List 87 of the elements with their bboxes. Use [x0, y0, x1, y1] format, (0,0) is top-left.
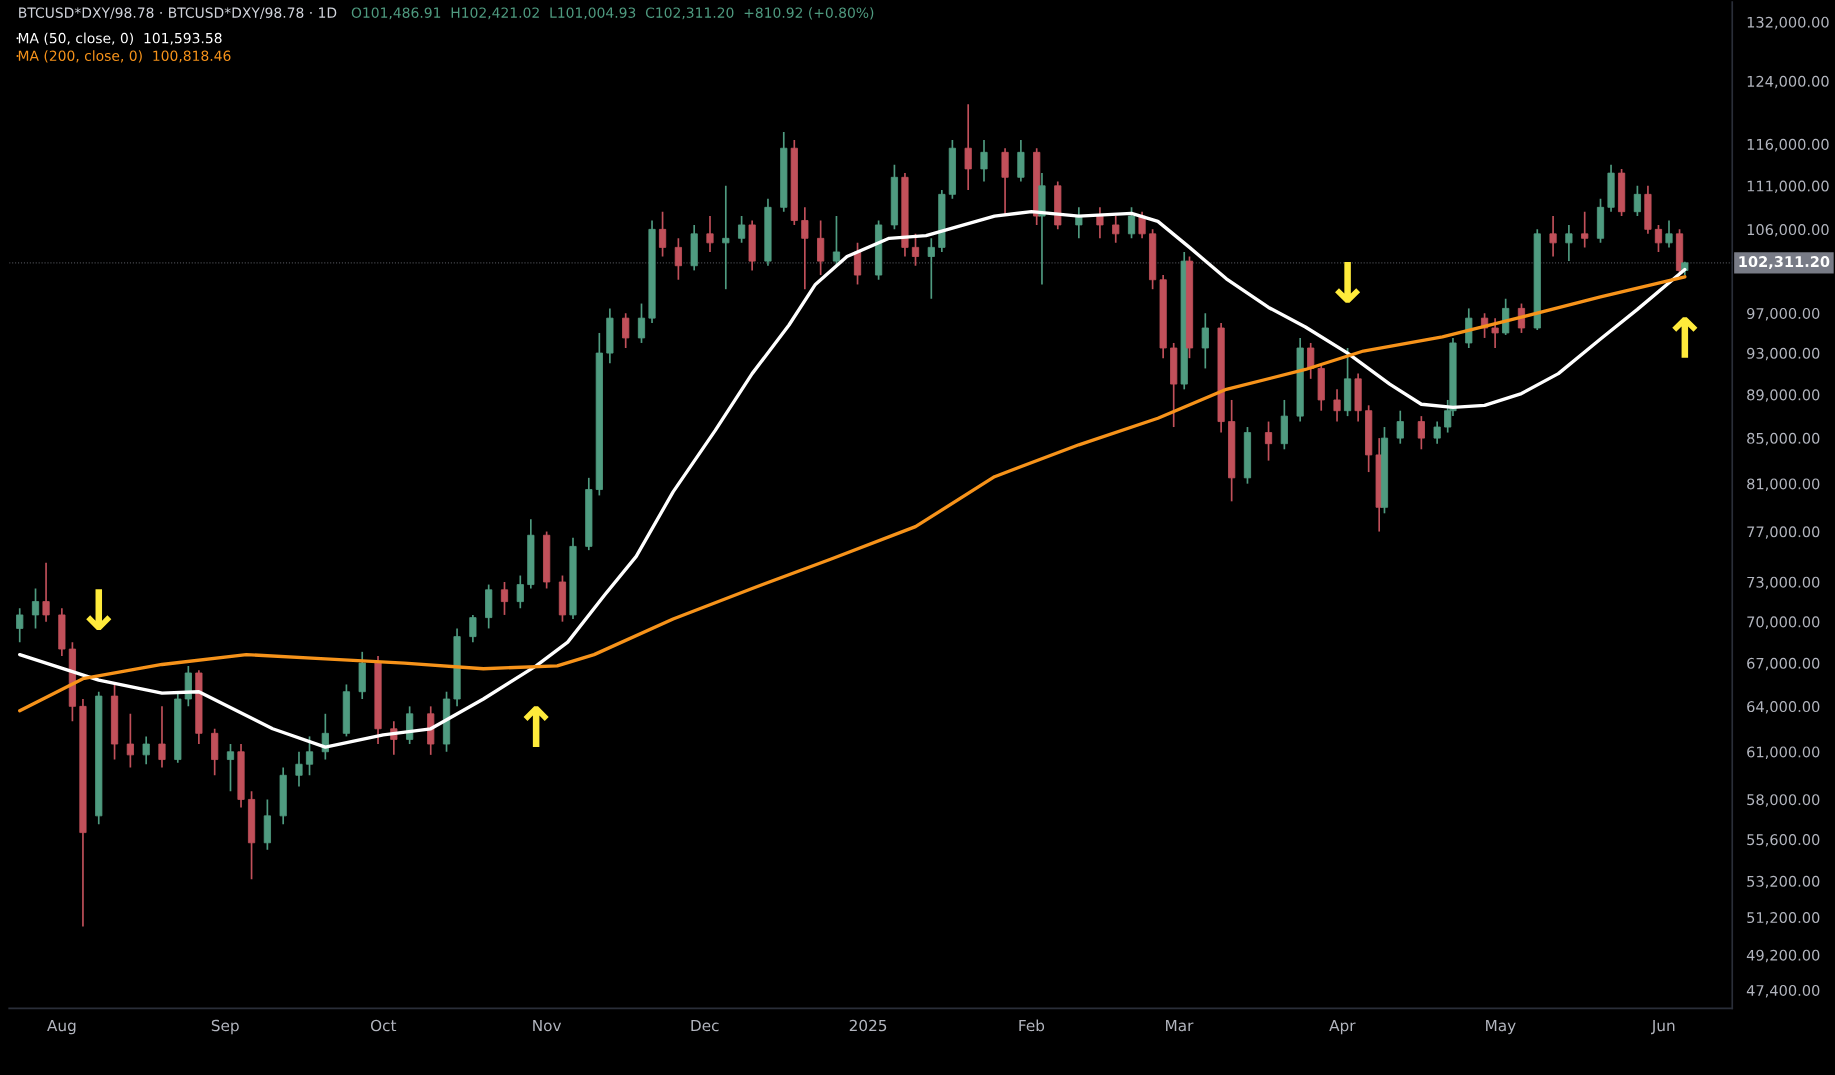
x-tick-label: Feb [1019, 1019, 1045, 1032]
x-tick-label: Oct [370, 1019, 397, 1032]
x-tick-label: Mar [1166, 1019, 1194, 1032]
candlestick [738, 215, 746, 244]
candlestick [295, 750, 303, 788]
legend-label: MA (200, close, 0) 100,818.46 [18, 50, 231, 63]
candlestick [158, 705, 166, 769]
candlestick [1127, 206, 1136, 240]
x-tick-label: Apr [1329, 1019, 1356, 1035]
candlestick [226, 743, 235, 793]
y-tick-label: 81,000.00 [1747, 478, 1820, 491]
candlestick [980, 139, 988, 183]
y-tick-label: 132,000.00 [1747, 16, 1829, 30]
y-tick-label: 55,600.00 [1747, 834, 1820, 847]
candlestick [516, 574, 524, 610]
candlestick [31, 587, 40, 630]
candlestick [927, 237, 935, 300]
candlestick [1396, 409, 1404, 445]
y-tick-label: 61,000.00 [1747, 746, 1820, 759]
y-tick-label: 64,000.00 [1747, 701, 1820, 714]
annotation: ↓ [1335, 262, 1361, 303]
candlestick [500, 581, 509, 616]
candlestick [964, 103, 972, 191]
y-tick-label: 93,000.00 [1747, 347, 1820, 361]
chart-subtitle: O101,486.91 H102,421.02 L101,004.93 C102,311.20 +810.92 (+0.80%) [351, 7, 874, 20]
y-tick-label: 89,000.00 [1747, 389, 1820, 402]
candlestick [1201, 312, 1209, 370]
candlestick [1096, 206, 1104, 240]
legend-label: MA (50, close, 0) 101,593.58 [18, 32, 222, 45]
x-tick-label: Aug [47, 1019, 76, 1035]
candlestick [722, 184, 730, 291]
candlestick [1654, 224, 1663, 253]
x-tick-label: Dec [691, 1019, 719, 1032]
candlestick [469, 614, 477, 643]
candlestick [706, 215, 714, 253]
y-tick-label: 51,200.00 [1747, 912, 1820, 925]
y-tick-label: 58,000.00 [1747, 794, 1820, 807]
x-tick-label: May [1486, 1019, 1516, 1035]
y-tick-label: 106,000.00 [1747, 224, 1829, 237]
x-tick-label: Nov [533, 1019, 562, 1032]
y-tick-label: 67,000.00 [1747, 657, 1820, 671]
candlestick [817, 219, 825, 276]
y-tick-label: 70,000.00 [1747, 616, 1820, 629]
y-tick-label: 73,000.00 [1747, 576, 1820, 590]
candlestick [622, 312, 630, 349]
candlestick [1665, 219, 1673, 249]
candlestick [1565, 224, 1573, 262]
x-tick-label: Jun [1651, 1019, 1675, 1035]
chart-title: BTCUSD*DXY/98.78 · BTCUSD*DXY/98.78 · 1D [19, 7, 337, 20]
candlestick [42, 561, 50, 623]
candlestick [305, 735, 314, 777]
candlestick [1112, 215, 1120, 244]
candlestick [658, 210, 667, 258]
ref-line-label: 102,311.20 [1739, 256, 1830, 269]
candlestick [142, 735, 150, 766]
x-tick-label: Sep [211, 1019, 239, 1035]
y-tick-label: 116,000.00 [1747, 138, 1829, 152]
candlestick [832, 215, 841, 267]
candlestick [1491, 317, 1499, 349]
candlestick [1633, 184, 1641, 217]
y-tick-label: 49,200.00 [1746, 949, 1820, 963]
y-tick-label: 77,000.00 [1747, 526, 1820, 539]
candlestick [1307, 342, 1315, 380]
y-tick-label: 97,000.00 [1747, 307, 1820, 321]
annotation: ↓ [86, 589, 112, 630]
candlestick [674, 237, 682, 281]
candlestick [126, 712, 134, 769]
annotation: ↑ [1672, 317, 1698, 358]
candlestick [801, 206, 809, 291]
annotation: ↑ [523, 706, 549, 747]
candlestick [1581, 210, 1589, 249]
y-tick-label: 111,000.00 [1747, 180, 1829, 194]
candlestick [1264, 420, 1273, 462]
y-tick-label: 47,400.00 [1746, 984, 1820, 998]
y-tick-label: 53,200.00 [1747, 875, 1820, 889]
candlestick [16, 607, 24, 643]
candlestick [1549, 215, 1557, 258]
y-tick-label: 124,000.00 [1747, 75, 1829, 89]
y-tick-label: 85,000.00 [1747, 432, 1820, 446]
candlestick [1417, 415, 1425, 451]
candlestick [853, 242, 862, 286]
candlestick [911, 233, 920, 267]
candlestick [1433, 420, 1441, 445]
candlestick [1333, 388, 1341, 423]
candlestick [637, 302, 646, 344]
candlestick [1138, 210, 1146, 240]
x-tick-label: 2025 [849, 1019, 887, 1032]
